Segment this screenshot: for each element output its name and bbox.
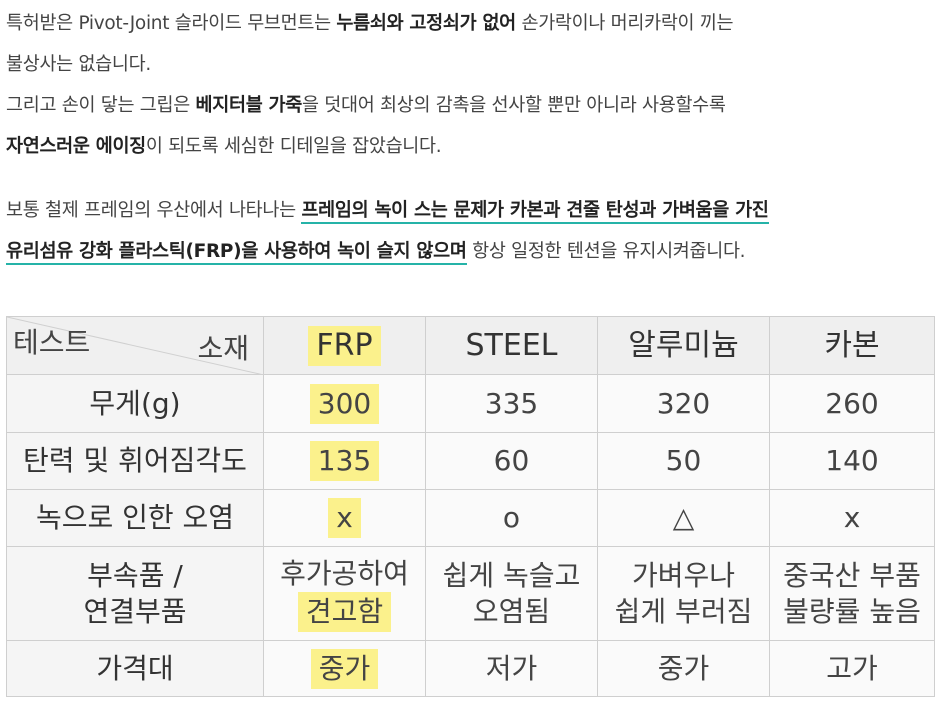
cell-text: 오염됨 [472, 594, 551, 628]
cell-text: 335 [484, 386, 539, 420]
cell-text: △ [672, 501, 695, 534]
row-label-elasticity: 탄력 및 휘어짐각도 [7, 433, 264, 490]
cell-text: 135 [309, 441, 380, 481]
text-line: 자연스러운 에이징이 되도록 세심한 디테일을 잡았습니다. [6, 126, 733, 167]
text: 이 되도록 세심한 디테일을 잡았습니다. [145, 136, 442, 157]
cell-text: 중국산 부품 [783, 558, 921, 592]
corner-header: 테스트 소재 [7, 317, 264, 375]
header-text: FRP [308, 325, 381, 366]
row-label-rust: 녹으로 인한 오염 [7, 490, 264, 547]
text: 보통 철제 프레임의 우산에서 나타나는 [6, 200, 302, 221]
text: 불상사는 없습니다. [6, 54, 151, 75]
paragraph-frp: 보통 철제 프레임의 우산에서 나타나는 프레임의 녹이 스는 문제가 카본과 … [6, 190, 769, 272]
table-cell: o [426, 490, 598, 547]
cell-text: 60 [493, 444, 530, 477]
table-cell: 135 [264, 433, 426, 490]
underlined-text: 프레임의 녹이 스는 문제가 카본과 견줄 탄성과 가벼움을 가진 [301, 200, 769, 224]
cell-text: 저가 [485, 651, 538, 685]
cell-text: 50 [665, 444, 702, 477]
table-cell: 140 [770, 433, 935, 490]
table-cell: 중가 [598, 641, 770, 697]
header-text: 카본 [824, 327, 880, 363]
cell-text: 고가 [826, 651, 878, 685]
cell-text: x [328, 498, 361, 538]
label-text: 가격대 [96, 651, 174, 685]
text: 손가락이나 머리카락이 끼는 [515, 13, 734, 34]
label-text: 탄력 및 휘어짐각도 [23, 444, 247, 477]
column-header-steel: STEEL [426, 317, 598, 375]
table-cell: △ [598, 490, 770, 547]
bold-text: 자연스러운 에이징 [6, 136, 146, 157]
table-cell: x [264, 490, 426, 547]
cell-text: o [502, 501, 521, 534]
cell-text: x [843, 501, 861, 534]
cell-text: 300 [309, 383, 380, 424]
underlined-text: 유리섬유 강화 플라스틱(FRP)을 사용하여 녹이 슬지 않으며 [6, 241, 467, 265]
cell-text: 260 [825, 386, 879, 420]
column-header-frp: FRP [264, 317, 426, 375]
cell-text: 쉽게 녹슬고 [442, 558, 581, 592]
cell-text: 쉽게 부러짐 [614, 594, 753, 628]
table-cell: 260 [770, 375, 935, 433]
cell-text: 140 [825, 444, 879, 477]
comparison-table: 테스트 소재 FRP STEEL 알루미늄 카본 무게(g) 300 335 3… [6, 316, 935, 697]
header-text: STEEL [465, 327, 558, 363]
cell-text: 320 [656, 386, 711, 420]
bold-text: 누름쇠와 고정쇠가 없어 [336, 13, 516, 34]
diagonal-line [7, 317, 264, 375]
cell-text: 중가 [657, 651, 710, 685]
table-cell: 후가공하여 견고함 [264, 547, 426, 641]
text-line: 특허받은 Pivot-Joint 슬라이드 무브먼트는 누름쇠와 고정쇠가 없어… [6, 3, 734, 44]
text: 특허받은 Pivot-Joint 슬라이드 무브먼트는 [6, 13, 337, 34]
label-text: 녹으로 인한 오염 [35, 501, 235, 534]
table-cell: 중가 [264, 641, 426, 697]
table-cell: 저가 [426, 641, 598, 697]
table-cell: 쉽게 녹슬고 오염됨 [426, 547, 598, 641]
corner-test-label: 테스트 [13, 326, 91, 359]
text-line: 그리고 손이 닿는 그립은 베지터블 가죽을 덧대어 최상의 감촉을 선사할 뿐… [6, 85, 733, 126]
table-cell: 고가 [770, 641, 935, 697]
text-line: 보통 철제 프레임의 우산에서 나타나는 프레임의 녹이 스는 문제가 카본과 … [6, 190, 769, 231]
text-line: 불상사는 없습니다. [6, 44, 733, 85]
table-cell: 50 [598, 433, 770, 490]
cell-text: 가벼우나 [631, 558, 736, 592]
paragraph-intro: 특허받은 Pivot-Joint 슬라이드 무브먼트는 누름쇠와 고정쇠가 없어… [6, 3, 734, 167]
label-text: 연결부품 [83, 594, 187, 628]
table-cell: 300 [264, 375, 426, 433]
corner-material-label: 소재 [197, 332, 249, 365]
text: 그리고 손이 닿는 그립은 [6, 95, 196, 116]
table-cell: 335 [426, 375, 598, 433]
column-header-aluminum: 알루미늄 [598, 317, 770, 375]
label-text: 부속품 / [87, 558, 183, 592]
text: 을 덧대어 최상의 감촉을 선사할 뿐만 아니라 사용할수록 [302, 95, 726, 116]
cell-text: 불량률 높음 [783, 594, 921, 628]
table-cell: 중국산 부품 불량률 높음 [770, 547, 935, 641]
row-label-weight: 무게(g) [7, 375, 264, 433]
table-cell: 320 [598, 375, 770, 433]
header-text: 알루미늄 [628, 327, 739, 363]
bold-text: 베지터블 가죽 [195, 95, 303, 116]
cell-text: 견고함 [297, 591, 392, 632]
cell-text: 중가 [310, 648, 379, 689]
table-cell: x [770, 490, 935, 547]
row-label-price: 가격대 [7, 641, 264, 697]
column-header-carbon: 카본 [770, 317, 935, 375]
table-cell: 가벼우나 쉽게 부러짐 [598, 547, 770, 641]
cell-text: 후가공하여 [280, 556, 409, 590]
row-label-parts: 부속품 / 연결부품 [7, 547, 264, 641]
text: 항상 일정한 텐션을 유지시켜줍니다. [466, 241, 746, 262]
label-text: 무게(g) [89, 386, 181, 420]
table-cell: 60 [426, 433, 598, 490]
text-line: 유리섬유 강화 플라스틱(FRP)을 사용하여 녹이 슬지 않으며 항상 일정한… [6, 231, 769, 272]
